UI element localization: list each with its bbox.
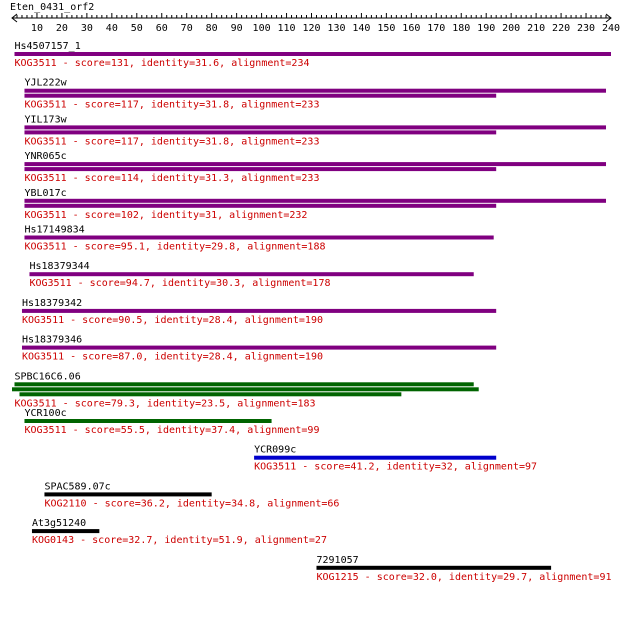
alignment-bar	[14, 382, 474, 387]
ruler-tick-label: 220	[552, 23, 570, 34]
hit-row: YCR100c KOG3511 - score=55.5, identity=37…	[24, 408, 319, 436]
ruler-tick-label: 200	[502, 23, 520, 34]
alignment-bar	[24, 235, 494, 240]
alignment-bar	[24, 167, 497, 172]
ruler-tick-label: 80	[206, 23, 218, 34]
hit-name: SPBC16C6.06	[14, 371, 80, 382]
alignment-bar	[31, 529, 100, 534]
hit-name: YCR099c	[254, 445, 296, 456]
hit-row: YNR065c KOG3511 - score=114, identity=31.…	[24, 151, 607, 184]
alignment-bar	[29, 272, 474, 277]
ruler-tick-label: 180	[452, 23, 470, 34]
alignment-bar	[24, 93, 497, 98]
ruler-right-arrow	[605, 13, 612, 23]
hit-row: Hs17149834 KOG3511 - score=95.1, identity…	[24, 225, 494, 253]
hit-name: YJL222w	[24, 78, 67, 89]
hit-score-label: KOG0143 - score=32.7, identity=51.9, ali…	[32, 535, 327, 546]
alignment-bar	[14, 52, 611, 56]
ruler-tick-label: 240	[602, 23, 620, 34]
ruler-tick-label: 70	[181, 23, 193, 34]
hit-name: YNR065c	[24, 151, 66, 162]
alignment-bar	[24, 130, 497, 135]
ruler-tick-label: 150	[377, 23, 395, 34]
hit-score-label: KOG3511 - score=79.3, identity=23.5, ali…	[14, 398, 315, 409]
ruler-tick-label: 160	[402, 23, 420, 34]
ruler-tick-label: 230	[577, 23, 595, 34]
hit-score-label: KOG3511 - score=41.2, identity=32, align…	[254, 462, 537, 473]
hit-score-label: KOG3511 - score=90.5, identity=28.4, ali…	[22, 315, 323, 326]
alignment-bar	[44, 492, 212, 497]
alignment-bar	[24, 88, 607, 93]
hit-row: Hs18379344 KOG3511 - score=94.7, identity…	[29, 261, 474, 289]
alignment-bar	[24, 198, 607, 203]
ruler-tick-label: 100	[253, 23, 271, 34]
hit-name: At3g51240	[32, 518, 86, 529]
alignment-bar	[21, 308, 497, 313]
hit-name: YIL173w	[24, 114, 67, 125]
alignment-bar	[24, 162, 607, 167]
hit-name: 7291057	[316, 555, 358, 566]
hit-score-label: KOG3511 - score=102, identity=31, alignm…	[24, 210, 307, 221]
hit-row: Hs4507157_1 KOG3511 - score=131, identity…	[14, 41, 611, 69]
alignment-bar	[254, 455, 497, 460]
hit-name: SPAC589.07c	[44, 481, 110, 492]
ruler-tick-label: 110	[278, 23, 296, 34]
hit-score-label: KOG3511 - score=94.7, identity=30.3, ali…	[29, 278, 330, 289]
hit-row: YJL222w KOG3511 - score=117, identity=31.…	[24, 78, 607, 111]
alignment-bar	[24, 419, 272, 423]
hit-row: YIL173w KOG3511 - score=117, identity=31.…	[24, 114, 607, 147]
hit-name: YBL017c	[24, 188, 66, 199]
hit-row: Hs18379346 KOG3511 - score=87.0, identity…	[21, 335, 497, 363]
ruler-tick-label: 210	[527, 23, 545, 34]
position-ruler: 10 20 30 40 50 60 70 80 90 100 110 120 130 140 150 160 1…	[11, 13, 620, 34]
ruler-tick-label: 120	[302, 23, 320, 34]
ruler-tick-label: 20	[56, 23, 68, 34]
hit-score-label: KOG3511 - score=117, identity=31.8, alig…	[24, 136, 319, 147]
hit-score-label: KOG3511 - score=131, identity=31.6, alig…	[14, 58, 309, 69]
ruler-tick-label: 50	[131, 23, 143, 34]
alignment-bar	[12, 387, 479, 392]
hit-name: Hs18379346	[22, 335, 82, 346]
alignment-bar	[24, 203, 497, 208]
hit-score-label: KOG3511 - score=114, identity=31.3, alig…	[24, 173, 319, 184]
ruler-tick-label: 40	[106, 23, 118, 34]
ruler-tick-label: 170	[427, 23, 445, 34]
hit-row: At3g51240 KOG0143 - score=32.7, identity=…	[31, 518, 327, 546]
hit-name: Hs18379344	[29, 261, 89, 272]
ruler-tick-label: 130	[327, 23, 345, 34]
hit-score-label: KOG1215 - score=32.0, identity=29.7, ali…	[316, 572, 611, 583]
ruler-tick-label: 190	[477, 23, 495, 34]
hit-name: YCR100c	[24, 408, 66, 419]
alignment-bar	[316, 565, 552, 570]
alignment-bar	[19, 392, 402, 397]
ruler-tick-label: 60	[156, 23, 168, 34]
hit-score-label: KOG3511 - score=95.1, identity=29.8, ali…	[24, 242, 325, 253]
hit-score-label: KOG3511 - score=117, identity=31.8, alig…	[24, 100, 319, 111]
hit-score-label: KOG3511 - score=87.0, identity=28.4, ali…	[22, 352, 323, 363]
ruler-tick-label: 30	[81, 23, 93, 34]
hit-name: Hs18379342	[22, 298, 82, 309]
ruler-tick-label: 90	[231, 23, 243, 34]
hit-name: Hs17149834	[24, 225, 84, 236]
hit-row: SPBC16C6.06 KOG3511 - score=79.3, identit…	[12, 371, 479, 409]
ruler-tick-label: 10	[31, 23, 43, 34]
hit-row: YCR099c KOG3511 - score=41.2, identity=32…	[254, 445, 537, 473]
hit-name: Hs4507157_1	[14, 41, 80, 52]
hit-row: 7291057 KOG1215 - score=32.0, identity=29…	[316, 555, 612, 583]
ruler-left-arrow	[11, 13, 18, 23]
hit-score-label: KOG2110 - score=36.2, identity=34.8, ali…	[44, 498, 339, 509]
hit-row: Hs18379342 KOG3511 - score=90.5, identity…	[21, 298, 497, 326]
hit-score-label: KOG3511 - score=55.5, identity=37.4, ali…	[24, 425, 319, 436]
hit-row: SPAC589.07c KOG2110 - score=36.2, identit…	[44, 481, 339, 509]
ruler-tick-label: 140	[352, 23, 370, 34]
hit-list: Hs4507157_1 KOG3511 - score=131, identity…	[12, 41, 612, 583]
hit-row: YBL017c KOG3511 - score=102, identity=31,…	[24, 188, 607, 221]
query-title: Eten_0431_orf2	[10, 2, 94, 13]
alignment-bar	[24, 125, 607, 130]
alignment-bar	[21, 345, 497, 350]
